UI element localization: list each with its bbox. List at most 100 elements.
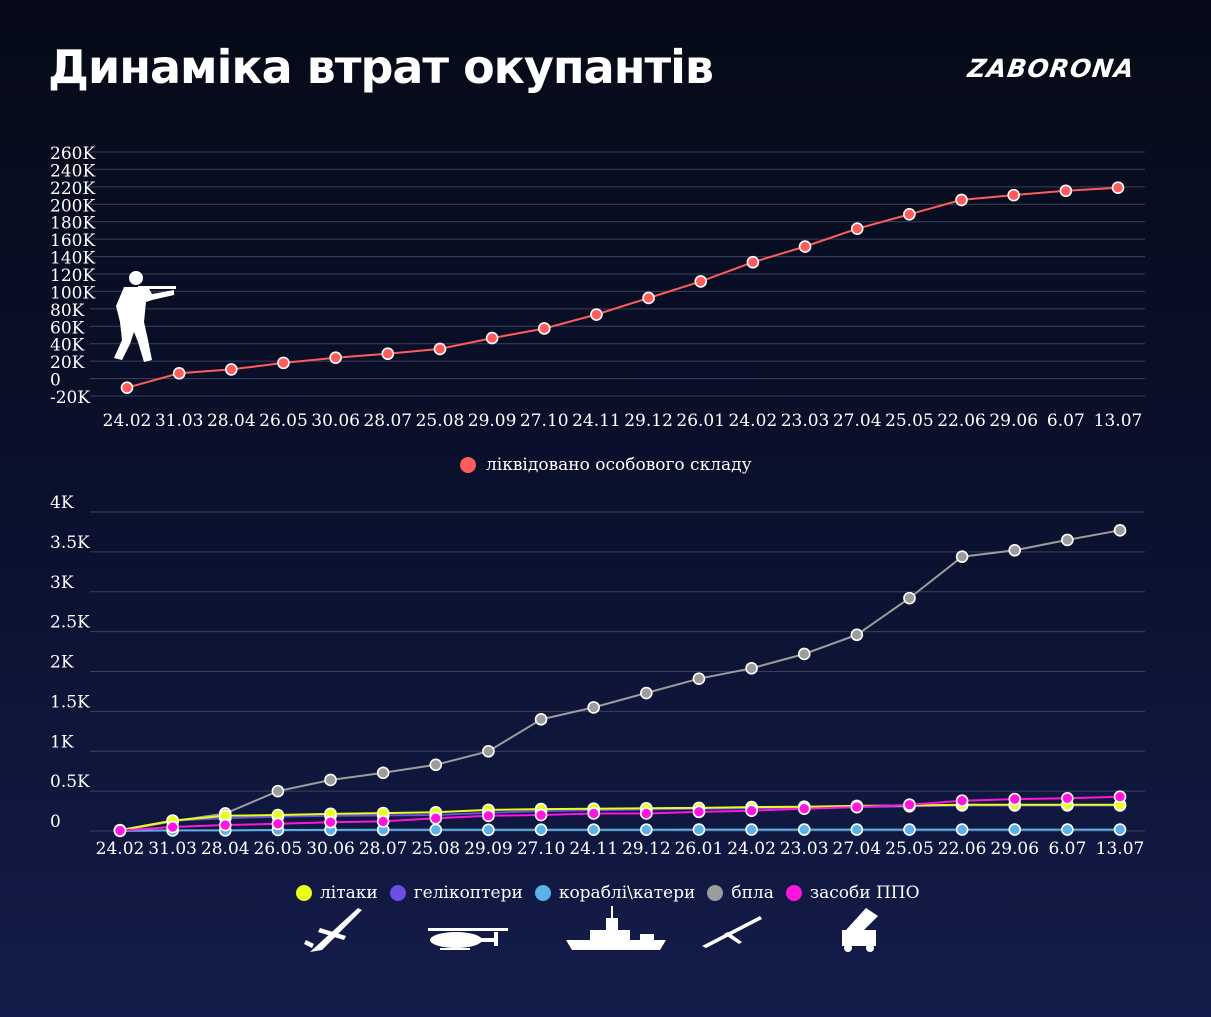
chart2-x-tick-label: 24.11 bbox=[569, 839, 618, 859]
soldier-icon bbox=[114, 271, 176, 362]
legend-marker-air-defense bbox=[785, 885, 802, 901]
chart1-data-point bbox=[850, 222, 864, 235]
chart2-x-tick-label: 29.09 bbox=[464, 839, 513, 859]
chart2-x-tick-label: 29.06 bbox=[990, 839, 1039, 859]
chart2-data-point bbox=[1061, 792, 1074, 805]
chart2-data-point bbox=[1008, 543, 1022, 557]
chart2-series-line bbox=[119, 803, 1120, 832]
chart1-y-tick-label: 260K bbox=[50, 144, 95, 164]
chart1-data-point bbox=[277, 356, 290, 370]
chart1-x-tick-label: 25.08 bbox=[416, 411, 465, 431]
chart2-data-point bbox=[1061, 823, 1074, 836]
chart2-data-point bbox=[271, 817, 285, 831]
chart2-x-tick-label: 13.07 bbox=[1096, 839, 1145, 859]
chart1-x-tick-label: 30.06 bbox=[311, 411, 360, 431]
chart1-x-tick-label: 31.03 bbox=[155, 411, 204, 431]
chart2-data-point bbox=[429, 811, 443, 825]
chart1-data-point bbox=[955, 193, 968, 207]
legend-marker-planes bbox=[296, 885, 312, 901]
legend-label-personnel: ліквідовано особового складу bbox=[486, 455, 752, 475]
chart2-data-point bbox=[797, 647, 811, 661]
chart2-data-point bbox=[955, 550, 969, 563]
ship-icon bbox=[566, 906, 666, 950]
chart2-data-point bbox=[692, 805, 706, 819]
helicopter-icon bbox=[428, 928, 508, 950]
legend-item-drones: бпла bbox=[707, 883, 774, 903]
chart2-y-tick-label: 0.5K bbox=[50, 772, 90, 792]
chart1-y-tick-label: 40K bbox=[50, 336, 85, 356]
chart2-data-point bbox=[429, 758, 443, 772]
chart2-x-tick-label: 23.03 bbox=[780, 839, 829, 859]
chart1-y-tick-label: 120K bbox=[50, 266, 95, 286]
chart1-data-point bbox=[537, 322, 551, 335]
chart2-data-point bbox=[850, 823, 864, 836]
legend-item-air-defense: засоби ППО bbox=[785, 883, 920, 903]
chart2-data-point bbox=[482, 823, 495, 837]
chart1-y-tick-label: 200K bbox=[50, 196, 95, 216]
chart1-data-point bbox=[120, 381, 134, 395]
chart2-x-tick-label: 30.06 bbox=[306, 839, 355, 859]
chart2-data-point bbox=[903, 823, 916, 836]
legend-marker-ships bbox=[534, 885, 551, 901]
legend-label-planes: літаки bbox=[320, 883, 378, 903]
chart2-data-point bbox=[745, 662, 758, 675]
chart1-x-tick-label: 25.05 bbox=[885, 411, 934, 431]
chart1-data-point bbox=[746, 255, 760, 269]
chart2-x-tick-label: 24.02 bbox=[727, 839, 776, 859]
chart2-data-point bbox=[1061, 533, 1074, 547]
chart2-series-line bbox=[119, 529, 1121, 832]
chart1-x-tick-label: 26.01 bbox=[676, 411, 725, 431]
chart2-data-point bbox=[376, 766, 390, 780]
chart2-data-point bbox=[903, 591, 916, 605]
chart2-x-tick-label: 25.08 bbox=[411, 839, 460, 859]
chart2-data-point bbox=[587, 823, 600, 837]
chart2-data-point bbox=[850, 628, 864, 642]
chart2-x-tick-label: 28.04 bbox=[201, 839, 250, 859]
chart1-series-line bbox=[126, 186, 1119, 389]
chart2-data-point bbox=[429, 823, 443, 837]
chart1-data-point bbox=[1111, 181, 1125, 195]
chart1-data-point bbox=[590, 308, 603, 321]
chart2-series-line bbox=[119, 795, 1121, 832]
chart2-x-tick-label: 22.06 bbox=[938, 839, 987, 859]
chart2-data-point bbox=[640, 823, 653, 837]
chart1-x-tick-label: 28.07 bbox=[363, 411, 412, 431]
chart1-data-point bbox=[381, 347, 395, 361]
chart2-y-tick-label: 3.5K bbox=[50, 533, 90, 553]
chart1-x-tick-label: 29.12 bbox=[624, 411, 673, 431]
chart1-x-tick-label: 27.10 bbox=[520, 411, 569, 431]
chart2-data-point bbox=[324, 815, 337, 829]
chart2-data-point bbox=[1113, 524, 1127, 537]
legend-marker-helicopters bbox=[389, 885, 406, 901]
chart2-data-point bbox=[1008, 792, 1022, 806]
chart2-data-point bbox=[534, 808, 548, 822]
equipment-icons-row bbox=[304, 906, 878, 952]
chart1-x-tick-label: 27.04 bbox=[833, 411, 882, 431]
chart2-x-tick-label: 6.07 bbox=[1048, 839, 1086, 859]
chart1-data-point bbox=[642, 291, 655, 305]
chart1-y-tick-label: 60K bbox=[50, 318, 85, 338]
chart2-x-tick-label: 26.05 bbox=[254, 839, 303, 859]
chart1-x-tick-label: 28.04 bbox=[207, 411, 256, 431]
chart2-series-line bbox=[119, 828, 1120, 832]
chart1-data-point bbox=[225, 363, 238, 376]
chart1-x-tick-label: 24.02 bbox=[103, 411, 152, 431]
chart1-legend: ліквідовано особового складу bbox=[460, 455, 752, 475]
chart2-data-point bbox=[271, 784, 285, 798]
chart2-data-point bbox=[376, 815, 390, 828]
legend-item-ships: кораблі\катери bbox=[534, 883, 695, 903]
chart1-y-tick-label: 180K bbox=[50, 214, 95, 234]
chart1-data-point bbox=[1007, 188, 1020, 202]
chart2-data-point bbox=[534, 823, 548, 837]
chart2-x-tick-label: 27.04 bbox=[833, 839, 882, 859]
personnel-losses-chart: -20K020K40K60K80K100K120K140K160K180K200… bbox=[50, 144, 1145, 431]
chart2-data-point bbox=[218, 818, 232, 832]
chart2-x-tick-label: 27.10 bbox=[517, 839, 566, 859]
chart1-x-tick-label: 23.03 bbox=[781, 411, 830, 431]
chart2-data-point bbox=[903, 798, 916, 811]
chart2-data-point bbox=[797, 823, 811, 836]
chart1-y-tick-label: -20K bbox=[50, 388, 90, 408]
chart2-x-tick-label: 31.03 bbox=[148, 839, 197, 859]
chart1-y-tick-label: 100K bbox=[50, 283, 95, 303]
chart2-data-point bbox=[640, 686, 653, 700]
